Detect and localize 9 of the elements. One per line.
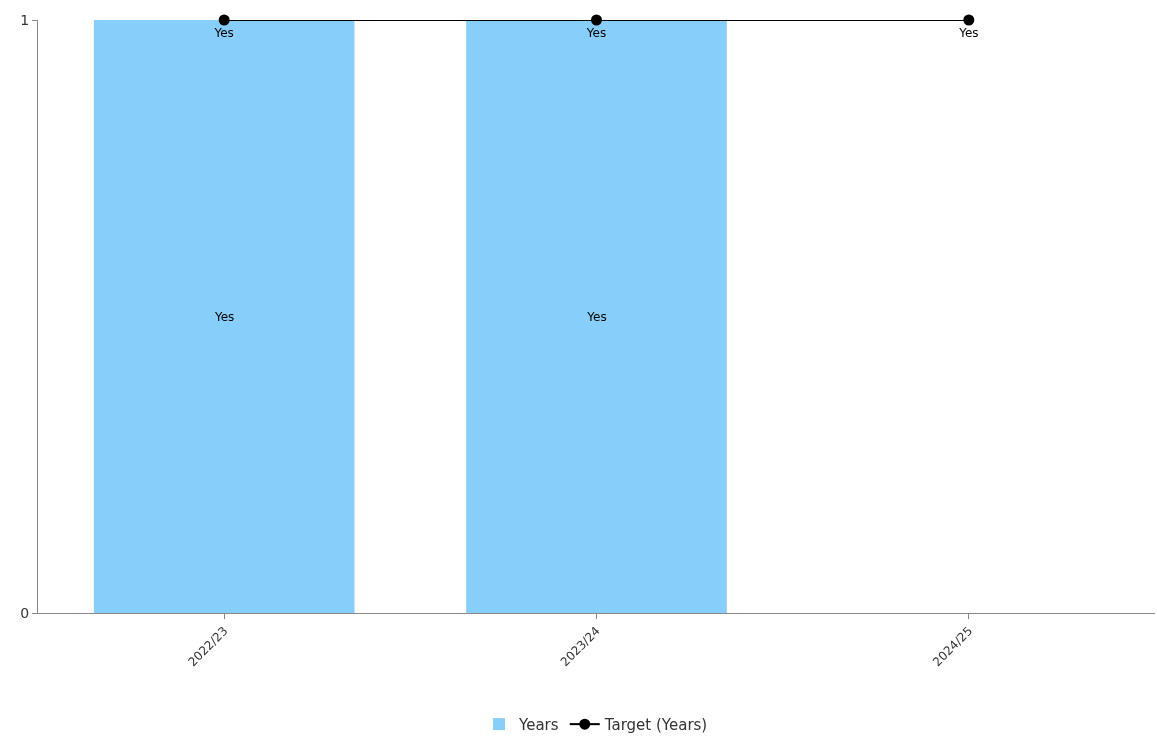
data-label: Yes (213, 309, 235, 324)
data-label: Yes (213, 25, 234, 40)
data-label: Yes (958, 25, 979, 40)
data-label: Yes (586, 309, 607, 324)
legend-label: Years (518, 715, 559, 734)
y-tick-label: 0 (20, 604, 30, 621)
y-tick-label: 1 (20, 11, 30, 28)
legend-label: Target (Years) (603, 715, 708, 734)
data-label: Yes (585, 25, 607, 40)
